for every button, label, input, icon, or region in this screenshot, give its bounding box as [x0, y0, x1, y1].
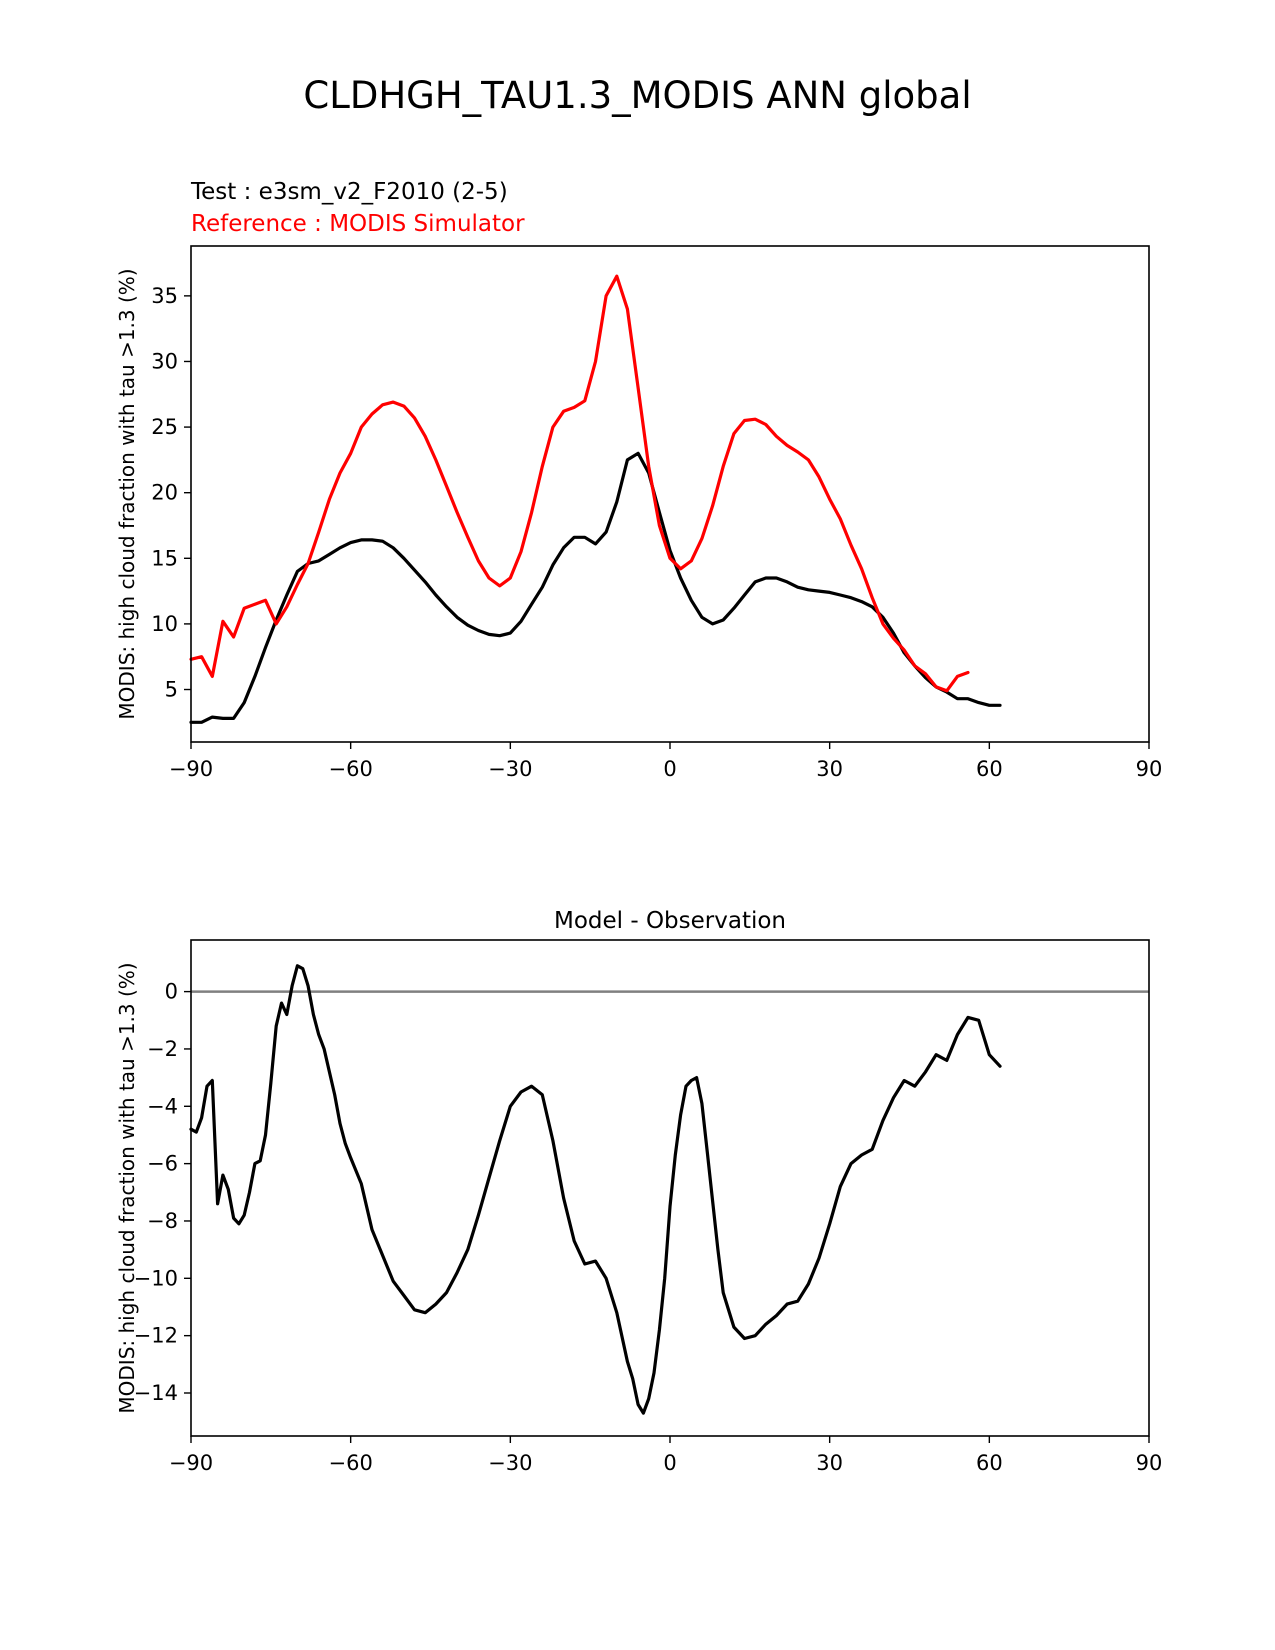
chart1-ytick-label: 30 [151, 349, 178, 373]
chart2-xtick-label: −90 [169, 1451, 213, 1475]
chart1-ytick-label: 25 [151, 415, 178, 439]
page-title: CLDHGH_TAU1.3_MODIS ANN global [303, 74, 972, 117]
chart1-ytick-label: 15 [151, 546, 178, 570]
chart1-series-test [189, 451, 1002, 724]
chart2-xtick-label: 0 [663, 1451, 676, 1475]
chart2-ytick-label: −2 [147, 1037, 178, 1061]
chart2-ytick-label: −4 [147, 1094, 178, 1118]
chart2-title: Model - Observation [554, 908, 786, 934]
chart2-ytick-label: −8 [147, 1209, 178, 1233]
chart2-ytick-label: −10 [134, 1266, 178, 1290]
chart1-frame [190, 245, 1150, 743]
chart2-ytick-label: −6 [147, 1152, 178, 1176]
chart2-xtick-label: 30 [816, 1451, 843, 1475]
chart2-xtick-label: −30 [488, 1451, 532, 1475]
legend-test: Test : e3sm_v2_F2010 (2-5) [191, 179, 508, 205]
chart2-ytick-label: −12 [134, 1324, 178, 1348]
chart1-xtick-label: −30 [488, 757, 532, 781]
chart2-ylabel: MODIS: high cloud fraction with tau >1.3… [115, 962, 139, 1413]
chart2-series-test [189, 964, 1002, 1415]
chart1-ytick-label: 10 [151, 612, 178, 636]
chart1-ytick-label: 35 [151, 284, 178, 308]
chart1-xtick-label: 90 [1136, 757, 1163, 781]
chart1-ylabel: MODIS: high cloud fraction with tau >1.3… [115, 268, 139, 719]
chart1-xtick-label: 60 [976, 757, 1003, 781]
chart2-xtick-label: −60 [329, 1451, 373, 1475]
chart1-xtick-label: 30 [816, 757, 843, 781]
chart2-ytick-label: −14 [134, 1381, 178, 1405]
chart2-xtick-label: 60 [976, 1451, 1003, 1475]
chart1-series-reference [189, 274, 970, 693]
chart1-xtick-label: 0 [663, 757, 676, 781]
chart1-ytick-label: 20 [151, 481, 178, 505]
chart2-ytick-label: 0 [165, 980, 178, 1004]
chart1-xtick-label: −90 [169, 757, 213, 781]
chart2-xtick-label: 90 [1136, 1451, 1163, 1475]
legend: Test : e3sm_v2_F2010 (2-5) Reference : M… [191, 176, 525, 240]
chart1-xtick-label: −60 [329, 757, 373, 781]
chart1-ytick-label: 5 [165, 678, 178, 702]
chart2-frame [190, 939, 1150, 1437]
legend-reference: Reference : MODIS Simulator [191, 211, 525, 237]
